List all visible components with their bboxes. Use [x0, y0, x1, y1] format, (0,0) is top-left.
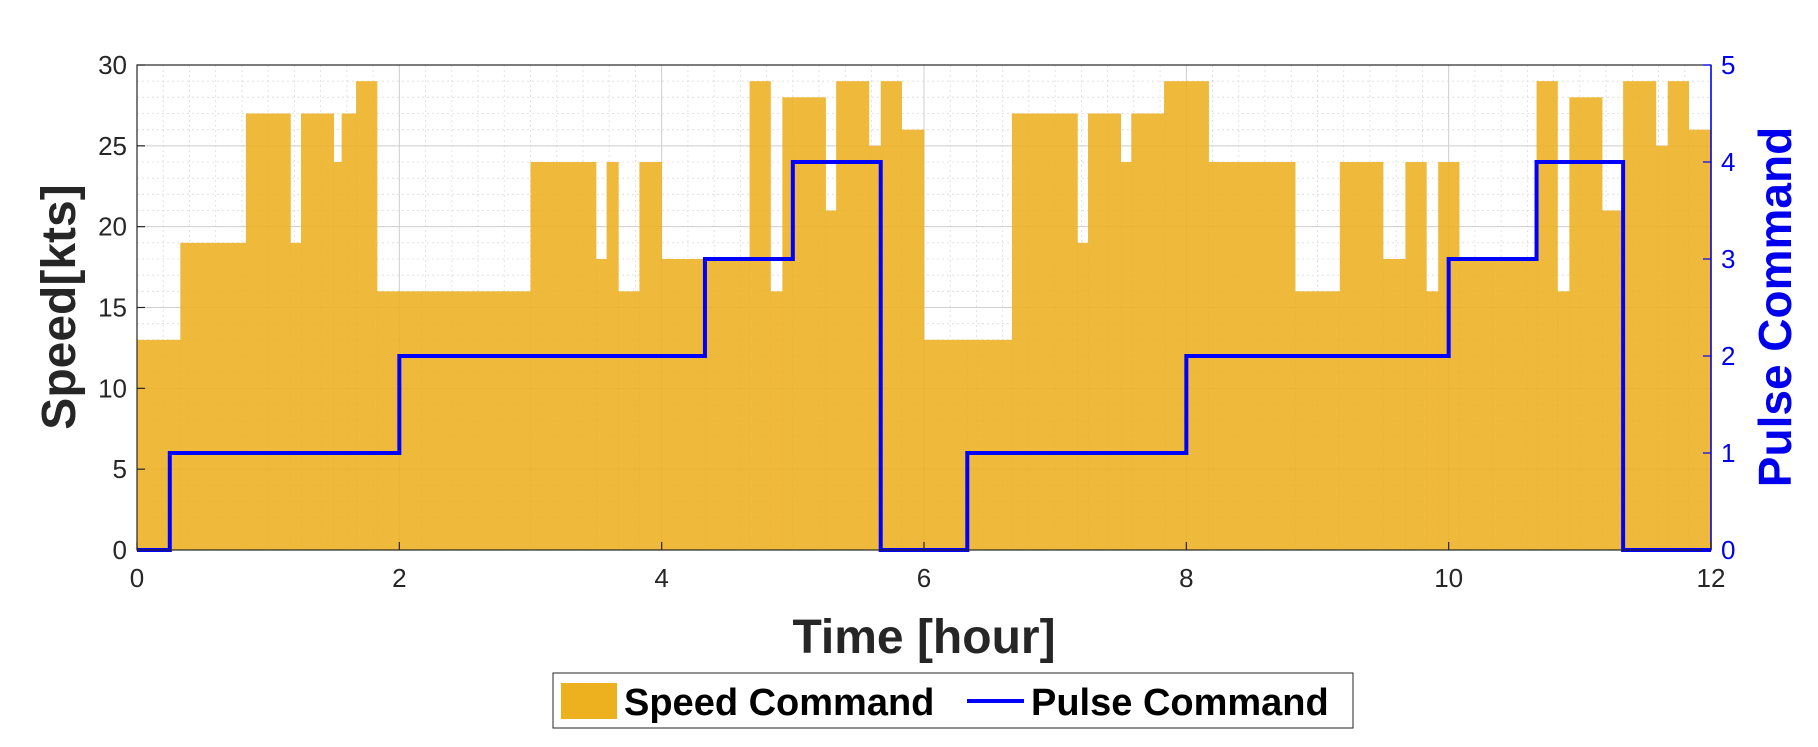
legend: Speed Command Pulse Command [552, 672, 1354, 729]
x-tick-label: 0 [130, 563, 144, 593]
legend-swatch-speed [561, 683, 617, 719]
x-tick-label: 8 [1179, 563, 1193, 593]
speed-bar [1087, 113, 1122, 550]
speed-bar [661, 259, 706, 550]
x-tick-label: 6 [917, 563, 931, 593]
speed-bar [421, 291, 531, 550]
left-axis-title: Speed[kts] [33, 184, 86, 429]
left-tick-label: 25 [98, 131, 127, 161]
speed-bar [825, 210, 837, 550]
speed-bar [770, 291, 783, 550]
speed-bar [1536, 81, 1558, 551]
speed-bar [1131, 113, 1165, 550]
speed-bar [290, 242, 302, 551]
speed-bar [1459, 259, 1493, 550]
speed-bar [1383, 259, 1406, 550]
speed-bar [868, 145, 882, 551]
speed-bar [880, 81, 903, 551]
speed-bar [924, 339, 968, 550]
right-tick-label: 4 [1721, 147, 1735, 177]
right-axis-title: Pulse Command [1749, 127, 1801, 487]
speed-bar [180, 242, 247, 551]
speed-bar [1623, 81, 1657, 551]
right-tick-label: 3 [1721, 244, 1735, 274]
x-axis-title: Time [hour] [792, 611, 1055, 664]
speed-bar [1295, 291, 1341, 550]
speed-bar [137, 339, 181, 550]
speed-bar [618, 291, 640, 550]
speed-bar [1426, 291, 1439, 550]
speed-bar [792, 97, 826, 550]
right-tick-label: 5 [1721, 50, 1735, 80]
speed-bar [333, 162, 342, 550]
left-tick-label: 15 [98, 293, 127, 323]
speed-bar [1569, 97, 1603, 550]
x-tick-label: 10 [1434, 563, 1463, 593]
speed-bar [341, 113, 357, 550]
legend-box [552, 672, 1354, 729]
x-tick-label: 2 [392, 563, 406, 593]
speed-bar [1602, 210, 1624, 550]
left-tick-label: 30 [98, 50, 127, 80]
legend-label-speed: Speed Command [624, 682, 934, 724]
x-axis-ticks: 0 2 4 6 8 10 12 [130, 542, 1726, 593]
speed-bar [245, 113, 291, 550]
legend-label-pulse: Pulse Command [1031, 682, 1329, 724]
left-axis-ticks: 0 5 10 15 20 25 30 [98, 50, 145, 565]
speed-bar [1077, 242, 1089, 551]
x-tick-label: 12 [1697, 563, 1726, 593]
speed-bar [1491, 259, 1537, 550]
speed-bar [704, 259, 750, 550]
left-tick-label: 5 [113, 454, 127, 484]
speed-bar [901, 129, 925, 550]
speed-bar [1688, 129, 1712, 550]
speed-bar [1557, 291, 1570, 550]
right-tick-label: 1 [1721, 438, 1735, 468]
left-tick-label: 0 [113, 535, 127, 565]
right-tick-label: 0 [1721, 535, 1735, 565]
speed-bar [1011, 113, 1078, 550]
speed-bar [1120, 162, 1132, 550]
speed-bar [749, 81, 771, 551]
left-tick-label: 20 [98, 212, 127, 242]
speed-bar [782, 97, 794, 550]
x-tick-label: 4 [654, 563, 668, 593]
speed-bar [1667, 81, 1690, 551]
speed-bar [356, 81, 378, 551]
speed-bar [967, 339, 1013, 550]
right-axis-ticks: 0 1 2 3 4 5 [1703, 50, 1735, 565]
speed-bar [300, 113, 335, 550]
speed-bar [836, 81, 870, 551]
right-tick-label: 2 [1721, 341, 1735, 371]
speed-bar [596, 259, 607, 550]
speed-bar [1164, 81, 1209, 551]
speed-bar [1655, 145, 1669, 551]
left-tick-label: 10 [98, 373, 127, 403]
